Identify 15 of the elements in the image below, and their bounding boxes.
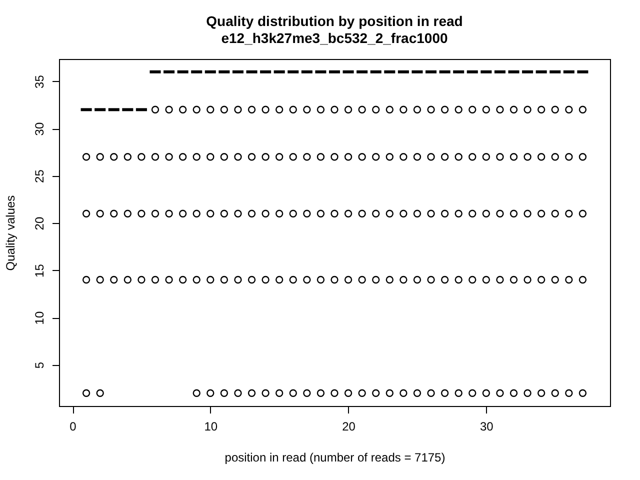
x-axis-title: position in read (number of reads = 7175): [224, 450, 446, 464]
y-tick-label: 25: [32, 169, 46, 183]
y-axis-title: Quality values: [4, 195, 18, 271]
x-tick-label: 10: [204, 420, 218, 434]
x-tick-label: 0: [70, 420, 77, 434]
y-tick-label: 15: [32, 264, 46, 278]
y-tick-label: 5: [32, 362, 46, 369]
chart-subtitle: e12_h3k27me3_bc532_2_frac1000: [221, 30, 448, 46]
chart-title: Quality distribution by position in read: [206, 13, 463, 29]
x-tick-label: 20: [342, 420, 356, 434]
y-tick-label: 20: [32, 216, 46, 230]
x-tick-label: 30: [480, 420, 494, 434]
y-tick-label: 10: [32, 311, 46, 325]
y-tick-label: 30: [32, 122, 46, 136]
y-tick-label: 35: [32, 74, 46, 88]
